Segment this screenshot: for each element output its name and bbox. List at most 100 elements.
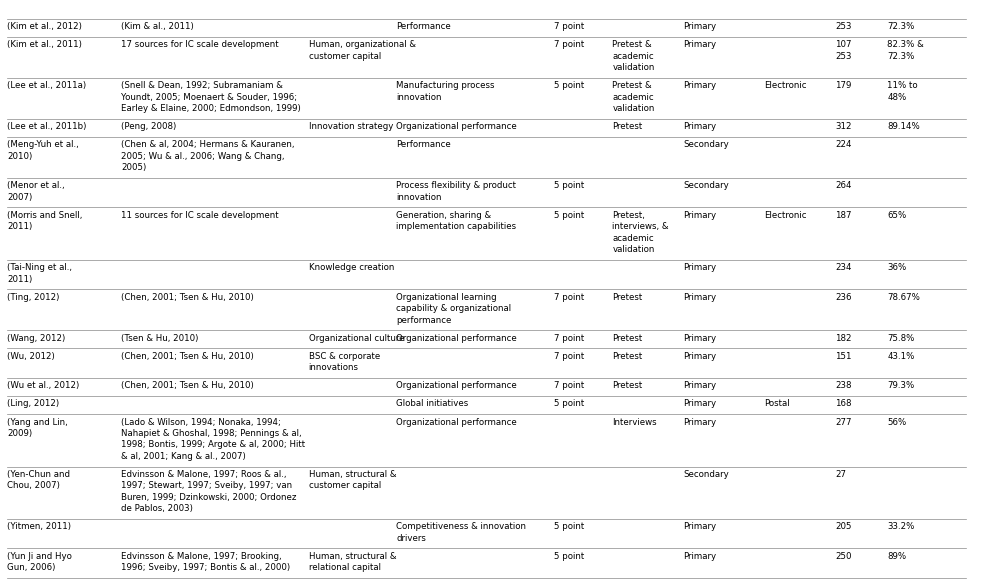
Text: (Yun Ji and Hyo
Gun, 2006): (Yun Ji and Hyo Gun, 2006) bbox=[7, 552, 71, 572]
Text: Primary: Primary bbox=[683, 81, 717, 90]
Text: 187: 187 bbox=[835, 211, 852, 220]
Text: 7 point: 7 point bbox=[554, 333, 585, 343]
Text: 7 point: 7 point bbox=[554, 40, 585, 49]
Text: Primary: Primary bbox=[683, 381, 717, 390]
Text: Interviews: Interviews bbox=[613, 418, 657, 426]
Text: Human, organizational &
customer capital: Human, organizational & customer capital bbox=[309, 40, 416, 61]
Text: Generation, sharing &
implementation capabilities: Generation, sharing & implementation cap… bbox=[396, 211, 516, 231]
Text: (Wu, 2012): (Wu, 2012) bbox=[7, 352, 55, 361]
Text: 82.3% &
72.3%: 82.3% & 72.3% bbox=[888, 40, 924, 61]
Text: Organizational performance: Organizational performance bbox=[396, 418, 517, 426]
Text: (Peng, 2008): (Peng, 2008) bbox=[121, 122, 177, 131]
Text: 5 point: 5 point bbox=[554, 522, 585, 531]
Text: Global initiatives: Global initiatives bbox=[396, 400, 469, 408]
Text: Process flexibility & product
innovation: Process flexibility & product innovation bbox=[396, 181, 516, 202]
Text: (Ting, 2012): (Ting, 2012) bbox=[7, 292, 60, 302]
Text: Primary: Primary bbox=[683, 211, 717, 220]
Text: (Chen, 2001; Tsen & Hu, 2010): (Chen, 2001; Tsen & Hu, 2010) bbox=[121, 292, 254, 302]
Text: 7 point: 7 point bbox=[554, 352, 585, 361]
Text: 89.14%: 89.14% bbox=[888, 122, 921, 131]
Text: 236: 236 bbox=[835, 292, 852, 302]
Text: (Meng-Yuh et al.,
2010): (Meng-Yuh et al., 2010) bbox=[7, 140, 78, 161]
Text: Organizational learning
capability & organizational
performance: Organizational learning capability & org… bbox=[396, 292, 511, 325]
Text: Primary: Primary bbox=[683, 263, 717, 272]
Text: (Chen, 2001; Tsen & Hu, 2010): (Chen, 2001; Tsen & Hu, 2010) bbox=[121, 381, 254, 390]
Text: 264: 264 bbox=[835, 181, 852, 190]
Text: Primary: Primary bbox=[683, 352, 717, 361]
Text: 5 point: 5 point bbox=[554, 181, 585, 190]
Text: Performance: Performance bbox=[396, 22, 451, 31]
Text: 182: 182 bbox=[835, 333, 852, 343]
Text: 7 point: 7 point bbox=[554, 381, 585, 390]
Text: Knowledge creation: Knowledge creation bbox=[309, 263, 394, 272]
Text: (Chen & al, 2004; Hermans & Kauranen,
2005; Wu & al., 2006; Wang & Chang,
2005): (Chen & al, 2004; Hermans & Kauranen, 20… bbox=[121, 140, 295, 172]
Text: Organizational culture: Organizational culture bbox=[309, 333, 404, 343]
Text: (Morris and Snell,
2011): (Morris and Snell, 2011) bbox=[7, 211, 82, 231]
Text: (Menor et al.,
2007): (Menor et al., 2007) bbox=[7, 181, 65, 202]
Text: Primary: Primary bbox=[683, 552, 717, 561]
Text: BSC & corporate
innovations: BSC & corporate innovations bbox=[309, 352, 380, 372]
Text: Electronic: Electronic bbox=[765, 211, 806, 220]
Text: 107
253: 107 253 bbox=[835, 40, 852, 61]
Text: (Wang, 2012): (Wang, 2012) bbox=[7, 333, 66, 343]
Text: (Lee et al., 2011b): (Lee et al., 2011b) bbox=[7, 122, 86, 131]
Text: (Yen-Chun and
Chou, 2007): (Yen-Chun and Chou, 2007) bbox=[7, 470, 70, 490]
Text: 56%: 56% bbox=[888, 418, 907, 426]
Text: (Kim et al., 2012): (Kim et al., 2012) bbox=[7, 22, 81, 31]
Text: 151: 151 bbox=[835, 352, 852, 361]
Text: 78.67%: 78.67% bbox=[888, 292, 921, 302]
Text: (Lado & Wilson, 1994; Nonaka, 1994;
Nahapiet & Ghoshal, 1998; Pennings & al,
199: (Lado & Wilson, 1994; Nonaka, 1994; Naha… bbox=[121, 418, 306, 461]
Text: 33.2%: 33.2% bbox=[888, 522, 915, 531]
Text: 312: 312 bbox=[835, 122, 852, 131]
Text: 168: 168 bbox=[835, 400, 852, 408]
Text: 65%: 65% bbox=[888, 211, 907, 220]
Text: (Ling, 2012): (Ling, 2012) bbox=[7, 400, 59, 408]
Text: Human, structural &
relational capital: Human, structural & relational capital bbox=[309, 552, 396, 572]
Text: (Tsen & Hu, 2010): (Tsen & Hu, 2010) bbox=[121, 333, 199, 343]
Text: (Chen, 2001; Tsen & Hu, 2010): (Chen, 2001; Tsen & Hu, 2010) bbox=[121, 352, 254, 361]
Text: (Yitmen, 2011): (Yitmen, 2011) bbox=[7, 522, 71, 531]
Text: Organizational performance: Organizational performance bbox=[396, 333, 517, 343]
Text: Primary: Primary bbox=[683, 292, 717, 302]
Text: 179: 179 bbox=[835, 81, 852, 90]
Text: Competitiveness & innovation
drivers: Competitiveness & innovation drivers bbox=[396, 522, 526, 543]
Text: 7 point: 7 point bbox=[554, 22, 585, 31]
Text: Secondary: Secondary bbox=[683, 470, 729, 479]
Text: Primary: Primary bbox=[683, 22, 717, 31]
Text: 7 point: 7 point bbox=[554, 292, 585, 302]
Text: Secondary: Secondary bbox=[683, 140, 729, 149]
Text: Primary: Primary bbox=[683, 418, 717, 426]
Text: 43.1%: 43.1% bbox=[888, 352, 915, 361]
Text: 5 point: 5 point bbox=[554, 81, 585, 90]
Text: 5 point: 5 point bbox=[554, 400, 585, 408]
Text: Edvinsson & Malone, 1997; Roos & al.,
1997; Stewart, 1997; Sveiby, 1997; van
Bur: Edvinsson & Malone, 1997; Roos & al., 19… bbox=[121, 470, 297, 513]
Text: 72.3%: 72.3% bbox=[888, 22, 915, 31]
Text: Primary: Primary bbox=[683, 40, 717, 49]
Text: Pretest: Pretest bbox=[613, 333, 642, 343]
Text: 75.8%: 75.8% bbox=[888, 333, 915, 343]
Text: Manufacturing process
innovation: Manufacturing process innovation bbox=[396, 81, 495, 102]
Text: 253: 253 bbox=[835, 22, 852, 31]
Text: Human, structural &
customer capital: Human, structural & customer capital bbox=[309, 470, 396, 490]
Text: 224: 224 bbox=[835, 140, 852, 149]
Text: Pretest &
academic
validation: Pretest & academic validation bbox=[613, 81, 654, 113]
Text: Pretest: Pretest bbox=[613, 122, 642, 131]
Text: (Yang and Lin,
2009): (Yang and Lin, 2009) bbox=[7, 418, 68, 438]
Text: 238: 238 bbox=[835, 381, 852, 390]
Text: Pretest: Pretest bbox=[613, 292, 642, 302]
Text: Electronic: Electronic bbox=[765, 81, 806, 90]
Text: (Kim et al., 2011): (Kim et al., 2011) bbox=[7, 40, 81, 49]
Text: 79.3%: 79.3% bbox=[888, 381, 915, 390]
Text: Performance: Performance bbox=[396, 140, 451, 149]
Text: Primary: Primary bbox=[683, 333, 717, 343]
Text: (Wu et al., 2012): (Wu et al., 2012) bbox=[7, 381, 79, 390]
Text: Organizational performance: Organizational performance bbox=[396, 122, 517, 131]
Text: 27: 27 bbox=[835, 470, 846, 479]
Text: 277: 277 bbox=[835, 418, 852, 426]
Text: 234: 234 bbox=[835, 263, 852, 272]
Text: 205: 205 bbox=[835, 522, 852, 531]
Text: (Snell & Dean, 1992; Subramaniam &
Youndt, 2005; Moenaert & Souder, 1996;
Earley: (Snell & Dean, 1992; Subramaniam & Yound… bbox=[121, 81, 301, 113]
Text: Secondary: Secondary bbox=[683, 181, 729, 190]
Text: 11% to
48%: 11% to 48% bbox=[888, 81, 919, 102]
Text: Postal: Postal bbox=[765, 400, 789, 408]
